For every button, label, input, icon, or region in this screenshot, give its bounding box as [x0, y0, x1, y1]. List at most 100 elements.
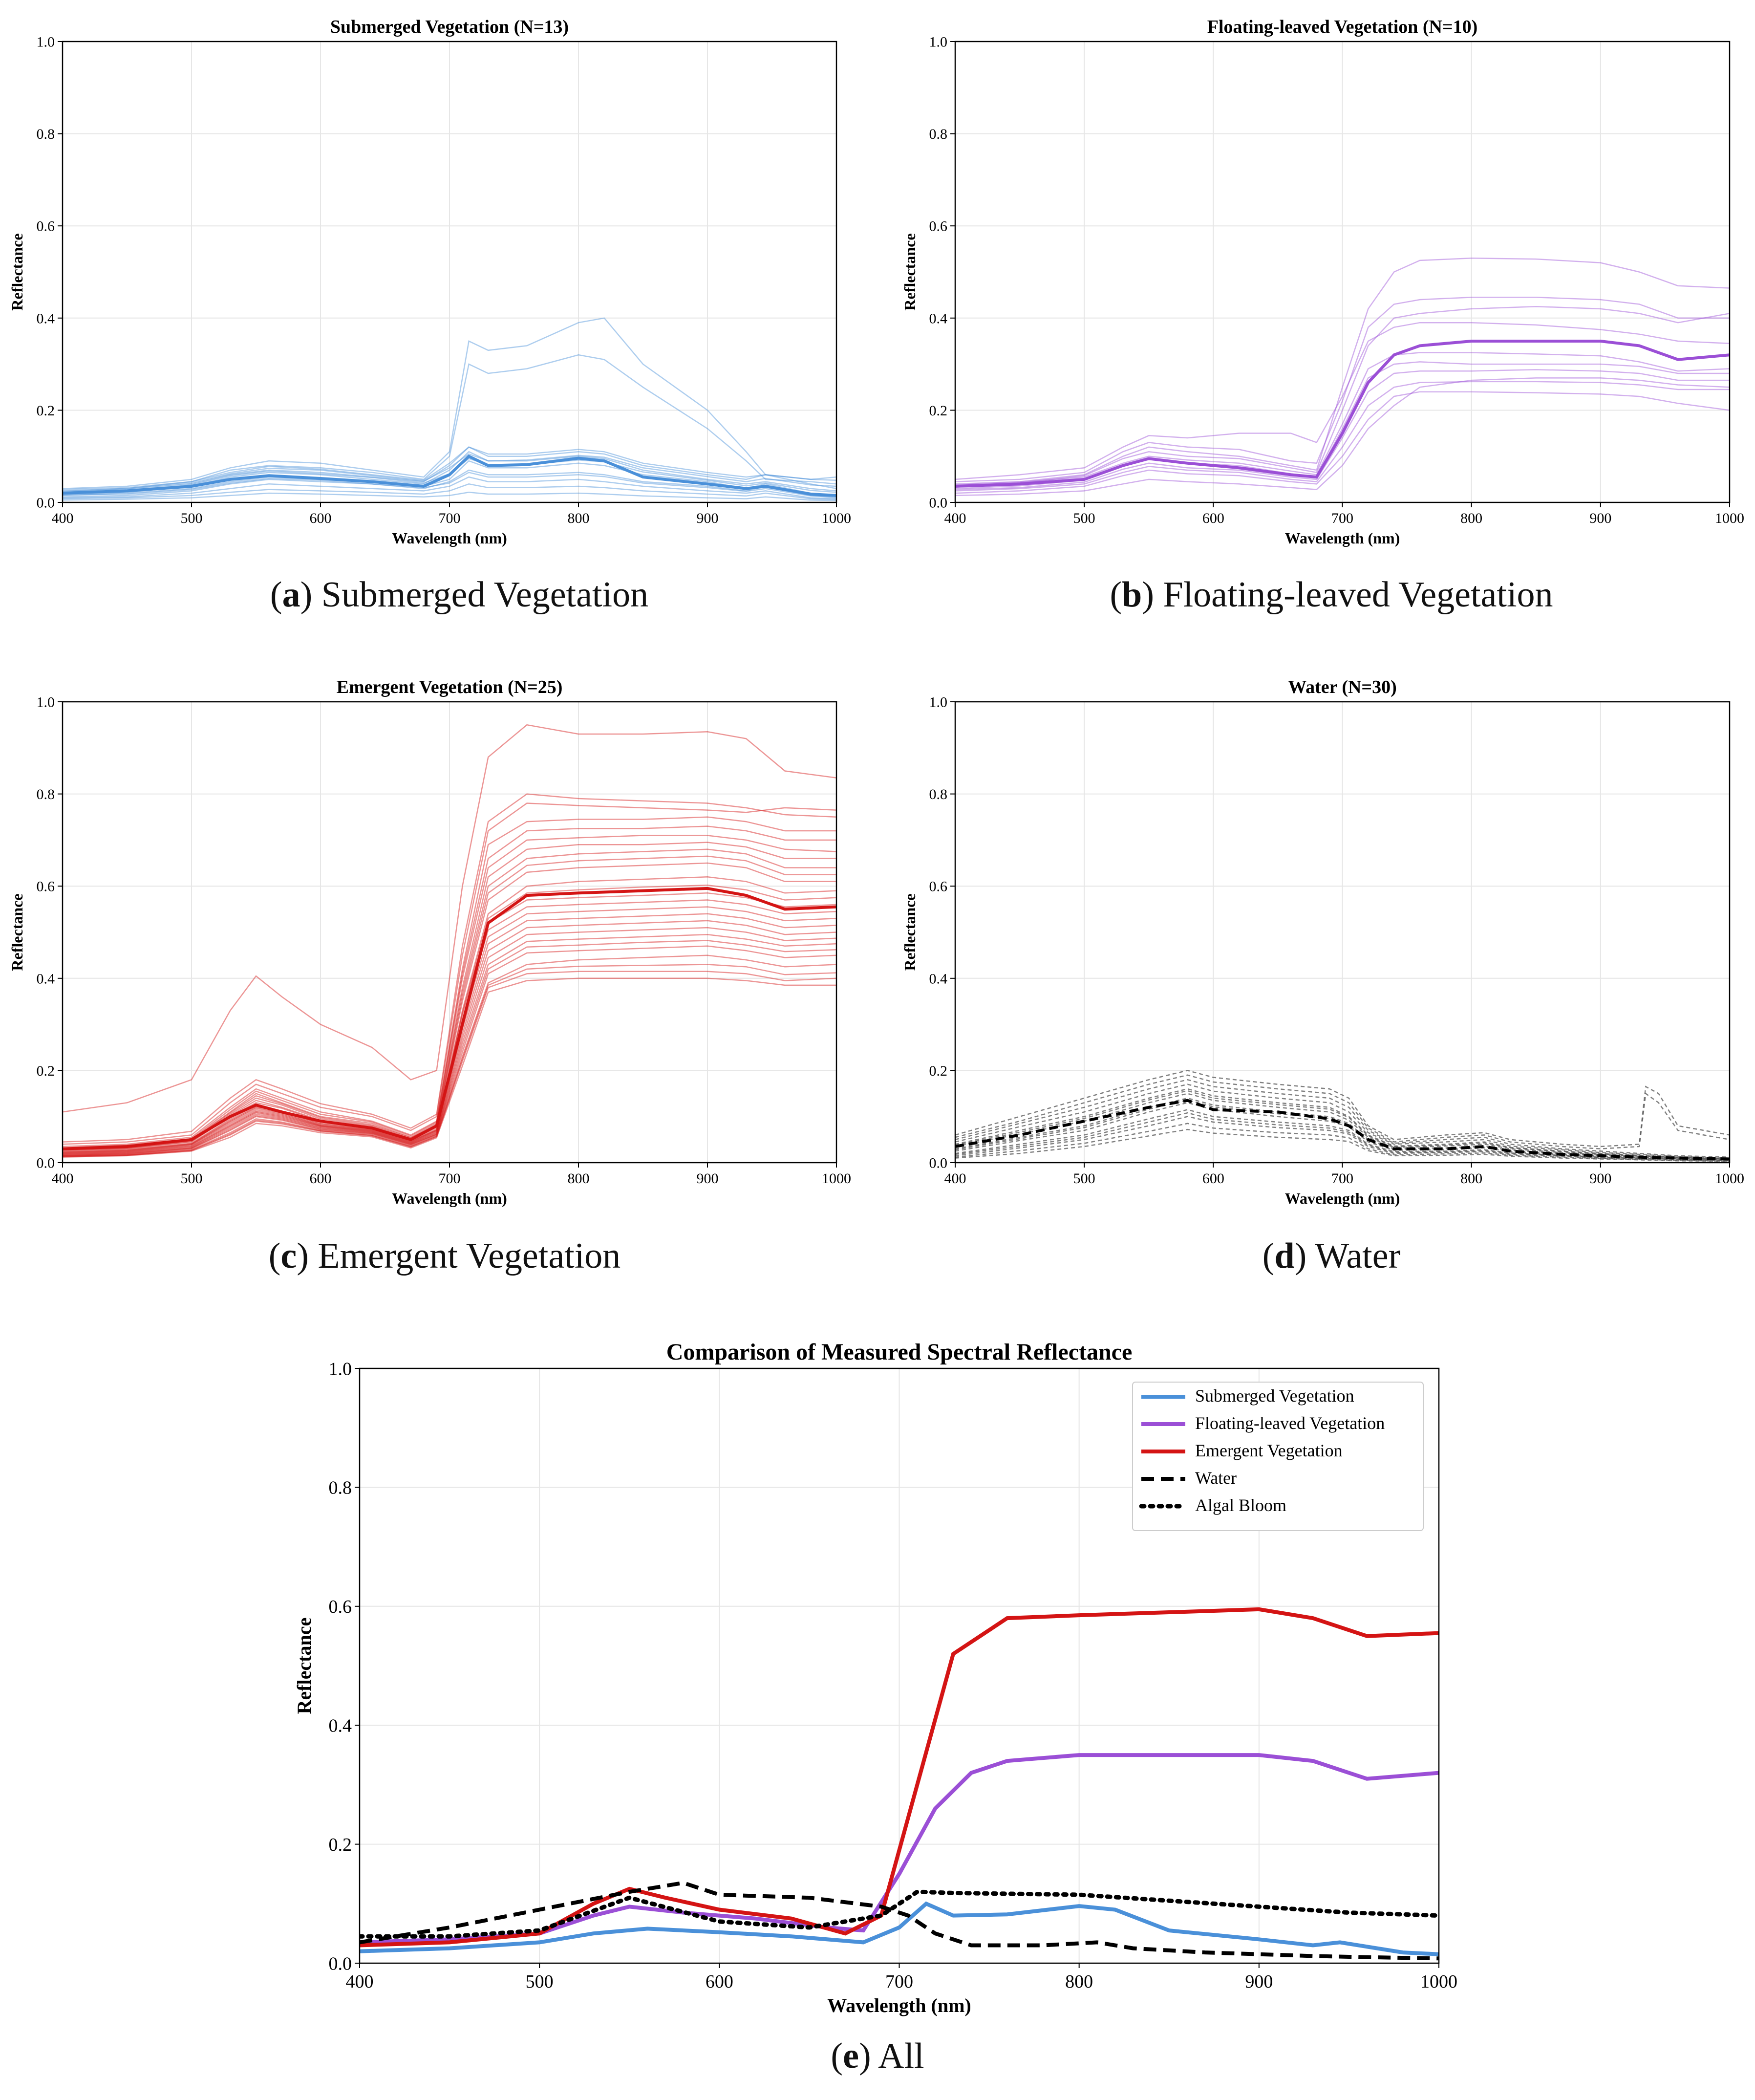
- y-tick-label: 0.2: [929, 403, 948, 419]
- x-tick-label: 700: [439, 510, 461, 526]
- y-tick-label: 0.2: [37, 403, 55, 419]
- plot-frame: [62, 701, 837, 1164]
- x-axis-label: Wavelength (nm): [392, 529, 507, 547]
- y-axis-label: Reflectance: [901, 233, 919, 310]
- sample-line: [955, 1074, 1730, 1149]
- x-tick-label: 600: [310, 1170, 332, 1187]
- y-tick-label: 0.8: [37, 126, 55, 142]
- sample-line: [955, 1070, 1730, 1147]
- x-tick-label: 800: [568, 510, 590, 526]
- y-tick-label: 0.0: [37, 495, 55, 511]
- x-axis-label: Wavelength (nm): [1285, 529, 1400, 547]
- x-tick-label: 500: [526, 1971, 554, 1992]
- x-tick-label: 700: [885, 1971, 913, 1992]
- legend-label: Floating-leaved Vegetation: [1195, 1413, 1385, 1433]
- sample-line: [63, 927, 836, 1156]
- series-line: [360, 1901, 1439, 1956]
- mean-line: [63, 455, 836, 497]
- sample-line: [63, 945, 836, 1157]
- sample-line: [955, 257, 1730, 485]
- chart-all: 400 500 600 700 800 900 1000 0.0 0.2 0.4 0.6 0.8 1.0…: [293, 1339, 1457, 2016]
- caption-letter: a: [282, 575, 300, 615]
- sample-line: [63, 446, 836, 493]
- sample-line: [955, 381, 1730, 492]
- y-tick-label: 0.0: [929, 1155, 948, 1171]
- mean-line: [955, 1099, 1730, 1161]
- x-tick-label: 500: [1073, 510, 1095, 526]
- x-tick-label: 900: [1245, 1971, 1273, 1992]
- caption-e: (e) All: [831, 2036, 924, 2076]
- sample-line: [63, 446, 836, 490]
- x-tick-label: 500: [181, 510, 203, 526]
- sample-line: [63, 876, 836, 1152]
- x-axis-label: Wavelength (nm): [827, 1994, 971, 2016]
- caption-text: All: [878, 2036, 924, 2076]
- sample-line: [63, 954, 836, 1157]
- mean-line: [63, 887, 836, 1150]
- chart-submerged: 400 500 600 700 800 900 1000 0.0 0.2 0.4 0.6 0.8 1.0…: [8, 17, 851, 547]
- sample-line: [63, 472, 836, 498]
- x-tick-label: 500: [1073, 1170, 1095, 1187]
- x-tick-label: 1000: [1715, 510, 1744, 526]
- caption-c: (c) Emergent Vegetation: [268, 1236, 621, 1276]
- x-tick-label: 400: [52, 510, 74, 526]
- x-tick-label: 400: [52, 1170, 74, 1187]
- sample-line: [63, 885, 836, 1153]
- legend-label: Algal Bloom: [1195, 1495, 1286, 1515]
- x-tick-label: 600: [310, 510, 332, 526]
- x-tick-label: 600: [706, 1971, 733, 1992]
- sample-line: [955, 1128, 1730, 1162]
- sample-line: [63, 899, 836, 1154]
- caption-letter: c: [280, 1236, 297, 1276]
- x-axis-label: Wavelength (nm): [1285, 1190, 1400, 1207]
- sample-line: [63, 971, 836, 1157]
- sample-line: [955, 1079, 1730, 1158]
- y-tick-label: 0.0: [37, 1155, 55, 1171]
- x-axis-label: Wavelength (nm): [392, 1190, 507, 1207]
- sample-line: [63, 453, 836, 492]
- y-axis-label: Reflectance: [8, 233, 26, 310]
- y-tick-label: 1.0: [929, 34, 948, 50]
- y-tick-label: 0.4: [37, 971, 55, 987]
- y-tick-label: 0.8: [329, 1478, 352, 1498]
- x-tick-label: 600: [1202, 1170, 1224, 1187]
- sample-line: [63, 476, 836, 499]
- plot-area: [63, 724, 836, 1158]
- plot-frame: [954, 701, 1731, 1164]
- x-tick-label: 1000: [822, 510, 851, 526]
- x-tick-label: 500: [181, 1170, 203, 1187]
- x-tick-label: 700: [439, 1170, 461, 1187]
- y-tick-label: 0.2: [929, 1063, 948, 1079]
- sample-line: [63, 913, 836, 1155]
- sample-line: [63, 940, 836, 1157]
- y-tick-label: 0.6: [929, 218, 948, 235]
- plot-area: [955, 1070, 1730, 1162]
- x-tick-label: 400: [944, 510, 966, 526]
- y-tick-label: 0.2: [37, 1063, 55, 1079]
- y-tick-label: 0.0: [929, 495, 948, 511]
- plot-area: [63, 317, 836, 501]
- x-tick-label: 400: [944, 1170, 966, 1187]
- sample-line: [955, 1083, 1730, 1159]
- y-tick-label: 0.6: [329, 1597, 352, 1617]
- y-tick-label: 0.4: [929, 971, 948, 987]
- sample-line: [955, 369, 1730, 490]
- caption-letter: e: [843, 2036, 859, 2076]
- chart-water: 400 500 600 700 800 900 1000 0.0 0.2 0.4 0.6 0.8 1.0…: [901, 677, 1744, 1207]
- y-tick-label: 0.6: [37, 879, 55, 895]
- x-tick-label: 800: [568, 1170, 590, 1187]
- sample-line: [63, 964, 836, 1157]
- x-tick-label: 700: [1331, 1170, 1353, 1187]
- sample-line: [955, 322, 1730, 480]
- y-tick-label: 0.0: [329, 1953, 352, 1974]
- chart-title: Emergent Vegetation (N=25): [337, 677, 563, 697]
- caption-text: Floating-leaved Vegetation: [1163, 575, 1553, 615]
- y-tick-label: 1.0: [37, 694, 55, 711]
- chart-title: Submerged Vegetation (N=13): [330, 17, 569, 37]
- sample-line: [63, 317, 836, 489]
- chart-title: Water (N=30): [1288, 677, 1397, 697]
- caption-letter: d: [1274, 1236, 1295, 1276]
- plot-frame: [359, 1367, 1440, 1964]
- y-tick-label: 0.8: [929, 786, 948, 802]
- sample-line: [955, 305, 1730, 487]
